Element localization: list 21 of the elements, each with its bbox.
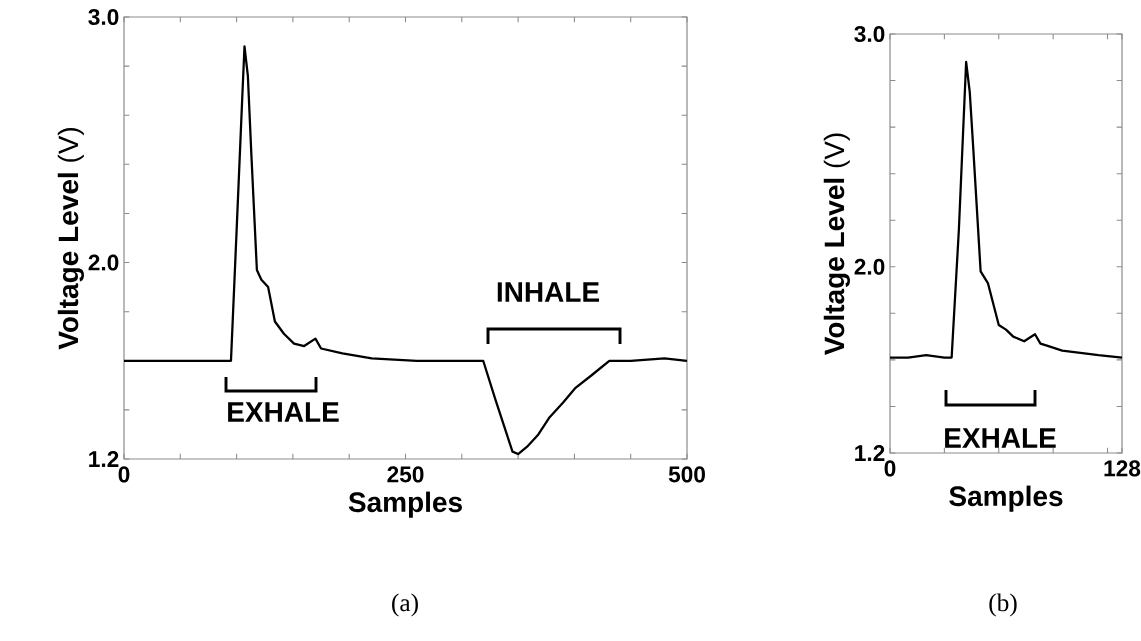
x-axis-title: Samples — [949, 485, 1063, 512]
y-tick-label: 2.0 — [88, 254, 119, 271]
annotation: INHALE — [497, 282, 600, 302]
line-series — [888, 60, 1124, 359]
y-tick-label: 2.0 — [854, 258, 885, 275]
x-axis-title: Samples — [348, 491, 462, 518]
x-tick-label: 250 — [387, 466, 424, 483]
y-tick-label: 3.0 — [88, 8, 119, 26]
x-tick-label: 128 — [1104, 460, 1141, 477]
x-tick-label: 0 — [884, 460, 896, 477]
y-tick-label: 1.2 — [89, 451, 119, 467]
y-tick-label: 3.0 — [854, 25, 885, 43]
y-axis-title: Voltage Level (V) — [57, 127, 84, 350]
y-tick-label: 1.2 — [855, 445, 885, 461]
x-tick-label: 0 — [118, 466, 130, 483]
y-axis-title: Voltage Level (V) — [823, 133, 850, 356]
text: (b) — [989, 593, 1017, 617]
text: (a) — [392, 593, 418, 617]
x-tick-label: 500 — [668, 466, 705, 483]
annotation: EXHALE — [945, 428, 1056, 448]
annotation: EXHALE — [228, 402, 339, 422]
